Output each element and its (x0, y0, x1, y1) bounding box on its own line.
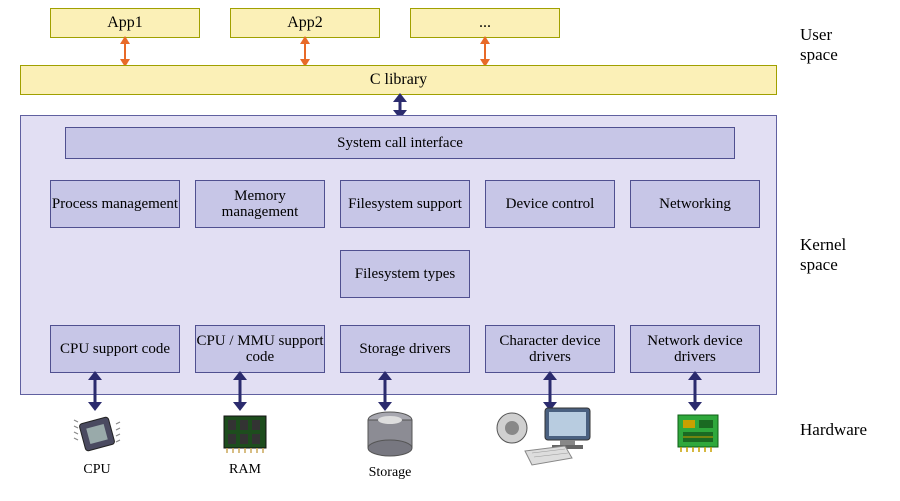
storage-drv-label: Storage drivers (359, 341, 450, 358)
sci-label: System call interface (337, 135, 463, 152)
dev-ctrl-label: Device control (506, 196, 595, 213)
storage-hw-label: Storage (355, 465, 425, 481)
fs-support-label: Filesystem support (348, 196, 462, 213)
nic-hw-icon (670, 410, 725, 462)
app3-label: ... (479, 14, 491, 32)
filesystem-support-box: Filesystem support (340, 180, 470, 228)
arrow-app1-clib (117, 36, 133, 67)
arrow-app2-clib (297, 36, 313, 67)
io-peripherals-icon (490, 403, 610, 468)
cpu-chip-icon (72, 410, 122, 455)
cpu-support-label: CPU support code (60, 341, 170, 358)
fs-types-label: Filesystem types (355, 266, 455, 283)
proc-mgmt-label: Process management (52, 196, 178, 213)
cpu-hw-label: CPU (67, 462, 127, 478)
app3-box: ... (410, 8, 560, 38)
networking-box: Networking (630, 180, 760, 228)
arrow-storage-hw (376, 371, 394, 411)
arrow-ram-hw (231, 371, 249, 411)
user-space-label: Userspace (800, 25, 838, 64)
diagram-canvas: App1 App2 ... C library System call inte… (15, 5, 785, 495)
cpu-hw-icon: CPU (67, 410, 127, 478)
arrow-cpu-hw (86, 371, 104, 411)
net-drv-label: Network device drivers (631, 333, 759, 366)
arrow-nic-hw (686, 371, 704, 411)
mem-mgmt-label: Memory management (196, 188, 324, 221)
process-management-box: Process management (50, 180, 180, 228)
ram-hw-icon: RAM (210, 410, 280, 478)
device-control-box: Device control (485, 180, 615, 228)
cpu-mmu-support-box: CPU / MMU support code (195, 325, 325, 373)
c-library-label: C library (370, 71, 427, 89)
ram-hw-label: RAM (210, 462, 280, 478)
character-drivers-box: Character device drivers (485, 325, 615, 373)
app1-box: App1 (50, 8, 200, 38)
app1-label: App1 (107, 14, 143, 32)
system-call-interface-box: System call interface (65, 127, 735, 159)
filesystem-types-box: Filesystem types (340, 250, 470, 298)
cpu-mmu-label: CPU / MMU support code (196, 333, 324, 366)
network-drivers-box: Network device drivers (630, 325, 760, 373)
chardev-hw-icon (490, 403, 610, 475)
networking-label: Networking (659, 196, 731, 213)
hardware-label: Hardware (800, 420, 867, 440)
c-library-box: C library (20, 65, 777, 95)
app2-label: App2 (287, 14, 323, 32)
ram-module-icon (218, 410, 273, 455)
storage-drivers-box: Storage drivers (340, 325, 470, 373)
layer-labels: Userspace Kernelspace Hardware (800, 0, 895, 501)
hard-disk-icon (363, 410, 418, 458)
network-card-icon (673, 410, 723, 455)
arrow-app3-clib (477, 36, 493, 67)
storage-hw-icon: Storage (355, 410, 425, 481)
memory-management-box: Memory management (195, 180, 325, 228)
app2-box: App2 (230, 8, 380, 38)
char-drv-label: Character device drivers (486, 333, 614, 366)
kernel-space-label: Kernelspace (800, 235, 846, 274)
cpu-support-box: CPU support code (50, 325, 180, 373)
